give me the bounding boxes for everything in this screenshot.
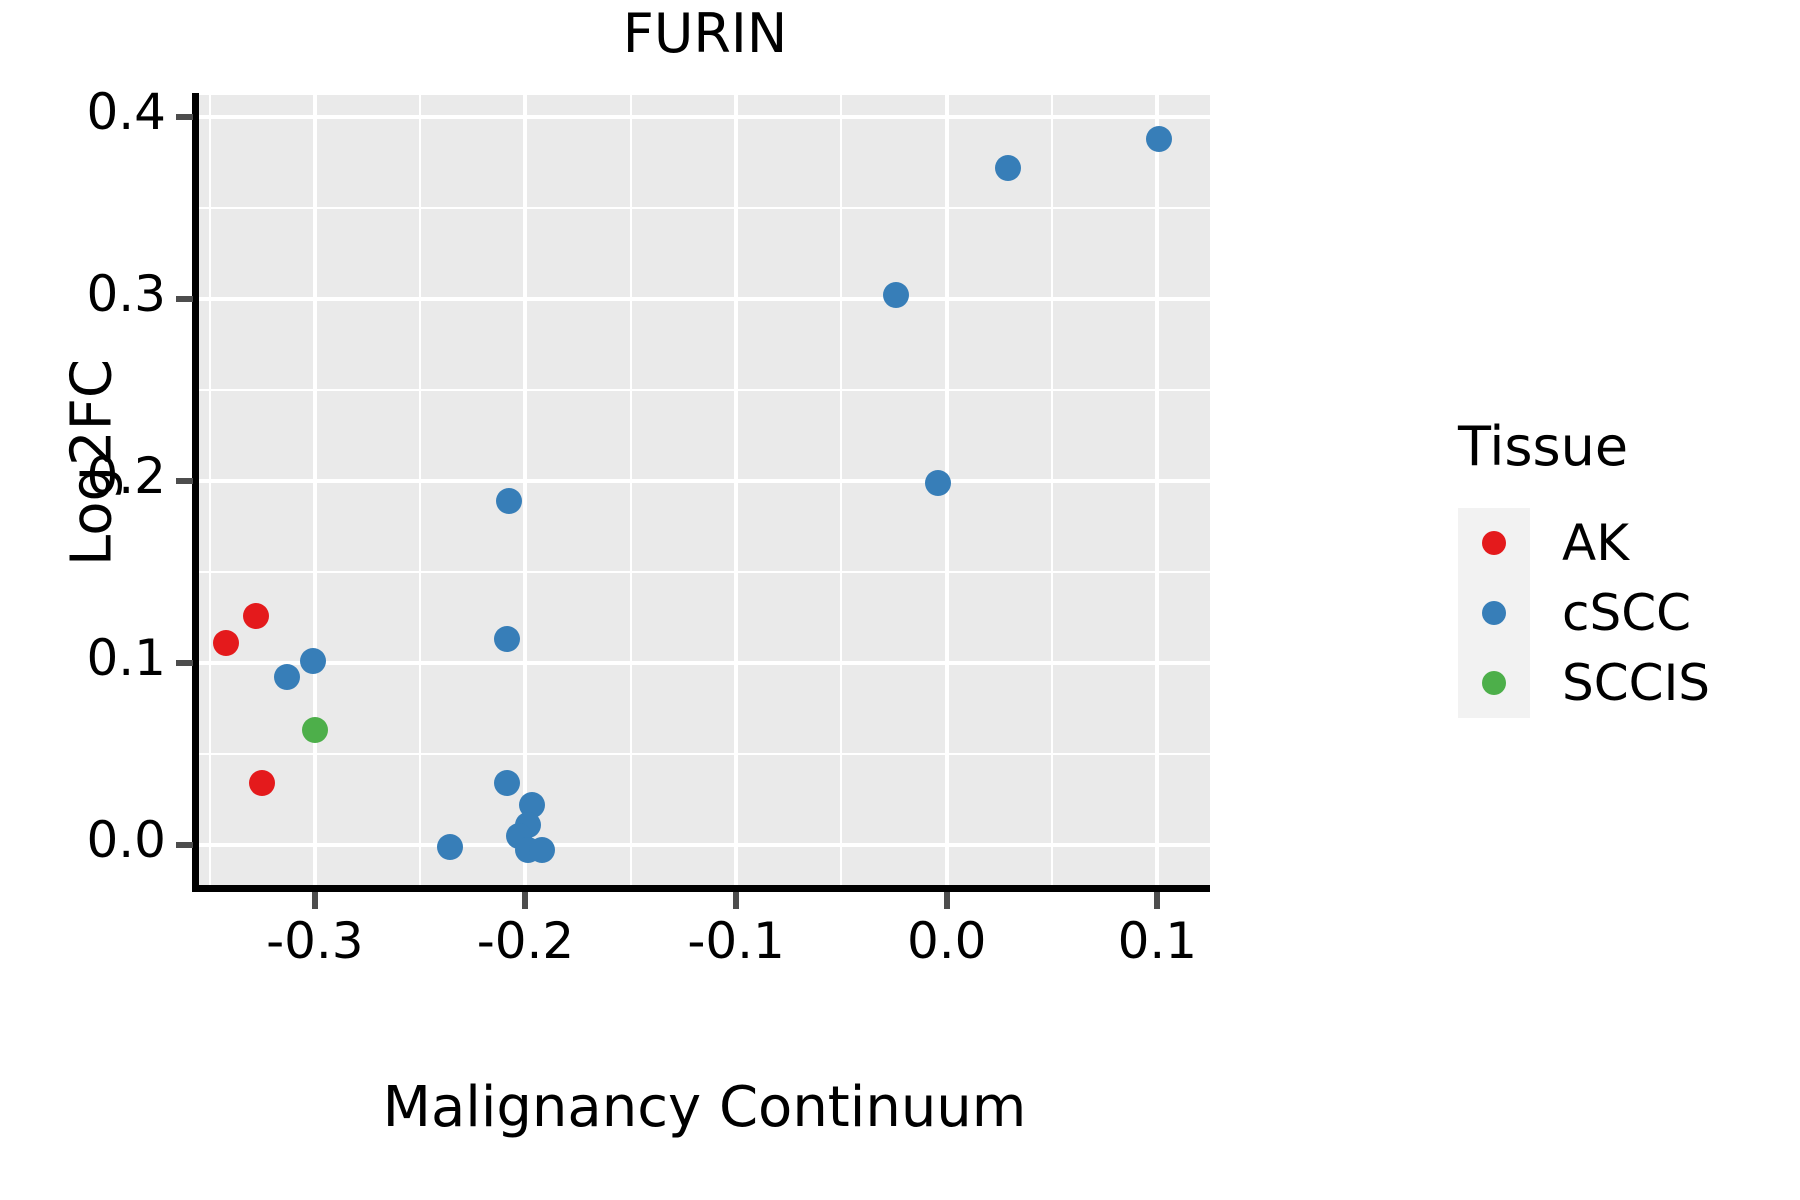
y-axis-line [192,93,199,889]
x-tick-mark [311,892,318,909]
gridline-major-vertical [312,95,317,885]
data-point [299,648,326,675]
gridline-minor-horizontal [199,206,1210,209]
data-point [249,770,276,797]
legend-item-label: AK [1562,514,1629,572]
x-tick-label: 0.0 [906,912,987,970]
gridline-major-horizontal [199,842,1210,847]
x-tick-label: -0.3 [266,912,364,970]
gridline-minor-vertical [840,95,843,885]
gridline-major-vertical [734,95,739,885]
data-point [493,626,520,653]
x-axis-label: Malignancy Continuum [382,1075,1027,1140]
legend-key-swatch [1458,578,1530,648]
x-tick-label: 0.1 [1117,912,1198,970]
y-tick-label: 0.4 [86,82,166,141]
gridline-minor-horizontal [199,388,1210,391]
y-tick-label: 0.3 [86,264,166,323]
data-point [242,602,269,629]
y-tick-mark [176,295,193,302]
gridline-major-horizontal [199,114,1210,119]
data-point [925,469,952,496]
y-axis-label: Log2FC [59,359,125,566]
legend-item-label: SCCIS [1562,654,1711,712]
data-point [495,487,522,514]
legend-dot-icon [1482,531,1506,555]
plot-panel [199,95,1210,885]
x-tick-label: -0.2 [476,912,575,970]
data-point [493,770,520,797]
gridline-minor-vertical [1051,95,1054,885]
gridline-major-horizontal [199,478,1210,483]
gridline-minor-horizontal [199,752,1210,755]
legend-dot-icon [1482,671,1506,695]
x-tick-label: -0.1 [687,912,785,970]
gridline-major-horizontal [199,296,1210,301]
gridline-major-vertical [523,95,528,885]
y-tick-mark [176,477,193,484]
y-tick-mark [176,659,193,666]
legend-entries: AK cSCC SCCIS [1458,508,1788,718]
gridline-major-horizontal [199,660,1210,665]
gridline-minor-vertical [419,95,422,885]
y-tick-label: 0.0 [86,810,166,869]
x-tick-mark [522,892,529,909]
x-tick-mark [733,892,740,909]
legend-item-label: cSCC [1562,584,1692,642]
x-axis-line [192,885,1210,892]
data-point [994,154,1021,181]
data-point [436,833,463,860]
gridline-major-vertical [1155,95,1160,885]
legend-title: Tissue [1458,415,1629,478]
y-tick-mark [176,841,193,848]
y-tick-label: 0.2 [86,446,166,505]
legend-key-swatch [1458,648,1530,718]
legend: Tissue AK cSCC SCCIS [1458,415,1788,718]
data-point [301,717,328,744]
legend-item-sccis[interactable]: SCCIS [1458,648,1788,718]
legend-item-ak[interactable]: AK [1458,508,1788,578]
legend-key-swatch [1458,508,1530,578]
data-point [274,664,301,691]
y-tick-mark [176,113,193,120]
data-point [883,282,910,309]
data-point [529,837,556,864]
legend-dot-icon [1482,601,1506,625]
x-tick-mark [1154,892,1161,909]
gridline-minor-vertical [208,95,211,885]
gridline-minor-vertical [629,95,632,885]
data-point [213,629,240,656]
legend-item-cscc[interactable]: cSCC [1458,578,1788,648]
gridline-minor-horizontal [199,570,1210,573]
data-point [1146,125,1173,152]
y-tick-label: 0.1 [86,628,166,687]
page-title: FURIN [622,2,788,65]
x-tick-mark [943,892,950,909]
